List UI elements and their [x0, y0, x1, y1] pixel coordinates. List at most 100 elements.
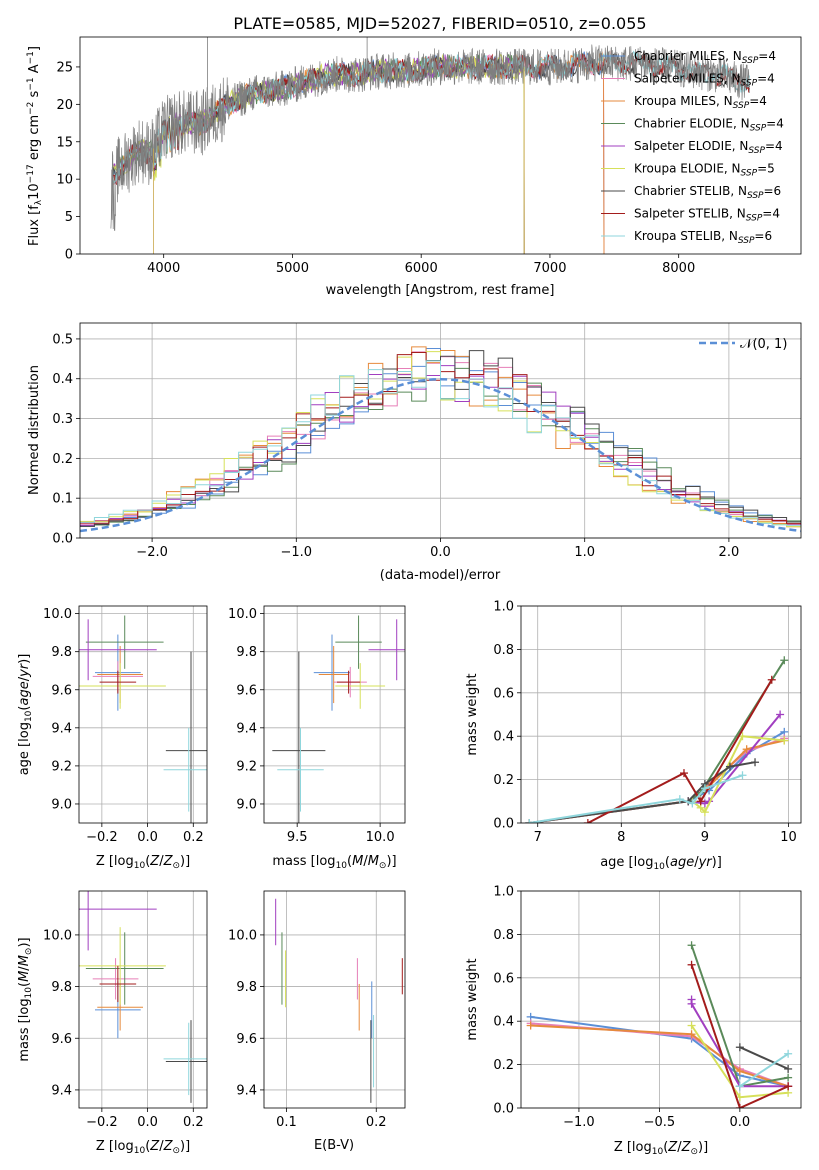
x-tick-label: 0.0	[730, 1115, 751, 1130]
x-tick-label: 0.2	[183, 1115, 204, 1130]
plot-area	[526, 941, 793, 1108]
series-line	[529, 761, 756, 823]
x-tick-label: −1.0	[281, 545, 313, 560]
series-line	[739, 1052, 789, 1088]
x-tick-label: 7000	[533, 261, 566, 276]
y-axis-label: Flux [fλ10−17 erg cm−2 s−1 A−1]	[26, 46, 44, 246]
x-tick-label: 10	[780, 830, 797, 845]
x-tick-label: −2.0	[136, 545, 168, 560]
y-tick-label: 9.8	[51, 980, 72, 995]
y-tick-label: 5	[65, 210, 73, 225]
y-tick-label: 9.4	[236, 721, 257, 736]
x-axis-label: Z [log10(Z/Z⊙)]	[96, 854, 190, 871]
axes-frame	[79, 36, 802, 255]
y-axis-label: age [log10(age/yr)]	[17, 654, 34, 776]
series-line	[587, 679, 773, 823]
x-tick-label: 10.0	[366, 830, 395, 845]
x-axis-label: wavelength [Angstrom, rest frame]	[326, 283, 555, 298]
y-tick-label: 9.8	[236, 980, 257, 995]
x-axis-label: mass [log10(M/M⊙)]	[272, 854, 396, 871]
y-tick-label: 9.6	[51, 683, 72, 698]
y-axis-label: Normed distribution	[27, 365, 42, 495]
x-axis-label: Z [log10(Z/Z⊙)]	[96, 1139, 190, 1156]
y-tick-label: 9.2	[51, 759, 72, 774]
y-tick-label: 9.6	[51, 1032, 72, 1047]
y-tick-label: 1.0	[493, 885, 514, 900]
x-tick-label: 9.5	[287, 830, 308, 845]
histogram-step	[80, 351, 801, 528]
series-line	[739, 1046, 789, 1070]
y-tick-label: 0.4	[493, 1015, 514, 1030]
y-tick-label: 10.0	[228, 607, 257, 622]
axes-frame	[263, 605, 406, 824]
histogram-step	[80, 350, 801, 527]
y-tick-label: 0.0	[493, 1102, 514, 1117]
legend: Chabrier MILES, NSSP=4 Salpeter MILES, NS…	[601, 49, 784, 246]
y-tick-label: 9.0	[51, 797, 72, 812]
x-tick-label: 2.0	[719, 545, 740, 560]
y-tick-label: 9.6	[236, 1032, 257, 1047]
y-tick-label: 9.2	[236, 759, 257, 774]
y-tick-label: 0.1	[52, 492, 73, 507]
legend-label: Kroupa MILES, NSSP=4	[634, 94, 767, 111]
series-line	[690, 964, 789, 1108]
y-tick-label: 10.0	[228, 928, 257, 943]
panel-mass-vs-Z: −0.2 0.0 0.2 9.4 9.6 9.8 10.0	[43, 890, 208, 1130]
y-tick-label: 0	[65, 248, 73, 263]
axes-frame	[520, 605, 802, 824]
y-tick-label: 10.0	[43, 607, 72, 622]
axes-frame	[79, 322, 802, 539]
x-tick-label: −0.2	[86, 830, 118, 845]
panel-age-vs-mass: 9.5 10.0 9.0 9.2 9.4 9.6 9.8 10.0	[228, 605, 406, 845]
legend-label: Chabrier STELIB, NSSP=6	[634, 184, 781, 201]
legend-label: Salpeter STELIB, NSSP=4	[634, 207, 780, 224]
plot-area	[525, 656, 789, 823]
y-tick-label: 1.0	[493, 600, 514, 615]
x-axis-label: (data-model)/error	[380, 568, 501, 583]
y-tick-label: 0.3	[52, 412, 73, 427]
x-tick-label: 0.1	[276, 1115, 297, 1130]
x-tick-label: −0.2	[86, 1115, 118, 1130]
plot-area	[275, 898, 403, 1103]
legend-label: Chabrier MILES, NSSP=4	[634, 49, 776, 66]
y-tick-label: 15	[56, 135, 73, 150]
y-tick-label: 9.6	[236, 683, 257, 698]
legend-normal-label: 𝒩(0, 1)	[740, 337, 787, 352]
y-tick-label: 10	[56, 173, 73, 188]
series-line	[688, 713, 781, 805]
x-tick-label: 8000	[662, 261, 695, 276]
x-tick-label: −1.0	[563, 1115, 595, 1130]
y-tick-label: 9.8	[51, 645, 72, 660]
plot-area	[110, 37, 750, 254]
axes-frame	[520, 890, 802, 1109]
x-tick-label: 4000	[147, 261, 180, 276]
axes-frame	[263, 890, 406, 1109]
plot-area	[79, 615, 207, 823]
y-tick-label: 9.0	[236, 797, 257, 812]
series-line	[530, 1015, 789, 1088]
legend-label: Chabrier ELODIE, NSSP=4	[634, 117, 784, 134]
panel-mass-vs-EBV: 0.1 0.2 9.4 9.6 9.8 10.0	[228, 890, 406, 1130]
y-tick-label: 0.6	[493, 686, 514, 701]
y-axis-label: mass weight	[465, 673, 480, 755]
x-tick-label: 6000	[405, 261, 438, 276]
x-tick-label: 0.2	[366, 1115, 387, 1130]
histogram-step	[80, 351, 801, 529]
y-tick-label: 0.2	[493, 773, 514, 788]
y-axis-label: mass [log10(M/M⊙)]	[17, 937, 34, 1061]
legend-label: Salpeter MILES, NSSP=4	[634, 72, 775, 89]
panel-mass-weight-vs-Z: −1.0 −0.5 0.0 0.0 0.2 0.4 0.6 0.8 1.0	[493, 885, 802, 1130]
chart-title: PLATE=0585, MJD=52027, FIBERID=0510, z=0…	[233, 14, 646, 33]
x-tick-label: 1.0	[574, 545, 595, 560]
panel-residuals: −2.0 −1.0 0.0 1.0 2.0 0.0 0.1 0.2 0.3 0.4 0.5	[52, 322, 802, 560]
x-tick-label: 0.0	[430, 545, 451, 560]
panel-mass-weight-vs-age: 7 8 9 10 0.0 0.2 0.4 0.6 0.8 1.0	[493, 600, 802, 845]
x-tick-label: 5000	[276, 261, 309, 276]
x-axis-label: age [log10(age/yr)]	[600, 855, 722, 872]
y-tick-label: 0.2	[493, 1058, 514, 1073]
plot-area	[79, 891, 207, 1103]
y-axis-label: mass weight	[465, 958, 480, 1040]
legend-label: Kroupa ELODIE, NSSP=5	[634, 162, 775, 179]
series-line	[530, 1024, 789, 1088]
